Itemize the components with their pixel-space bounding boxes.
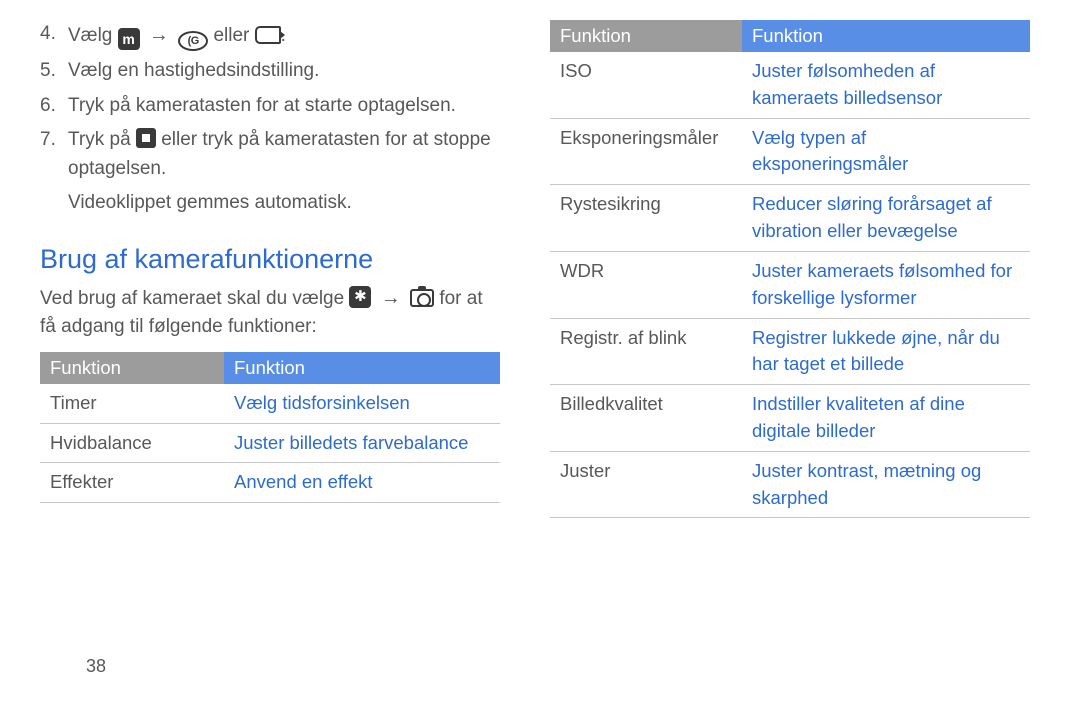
- table-row: WDR Juster kameraets følsomhed for forsk…: [550, 251, 1030, 318]
- func-desc: Juster kameraets følsomhed for forskelli…: [742, 251, 1030, 318]
- step-number: 4.: [40, 20, 68, 51]
- step-4: 4. Vælg m → (G eller .: [40, 20, 500, 51]
- step-5: 5. Vælg en hastighedsindstilling.: [40, 57, 500, 86]
- func-desc: Anvend en effekt: [224, 463, 500, 503]
- step-text: Vælg m → (G eller .: [68, 20, 500, 51]
- table-row: Registr. af blink Registrer lukkede øjne…: [550, 318, 1030, 385]
- func-desc: Juster kontrast, mætning og skarphed: [742, 451, 1030, 518]
- phone-icon: [255, 26, 281, 44]
- page-number: 38: [86, 656, 106, 677]
- step-number: 5.: [40, 57, 68, 86]
- func-desc: Vælg typen af eksponeringsmåler: [742, 118, 1030, 185]
- func-desc: Indstiller kvaliteten af dine digitale b…: [742, 385, 1030, 452]
- step-7: 7. Tryk på eller tryk på kameratasten fo…: [40, 126, 500, 183]
- func-label: WDR: [550, 251, 742, 318]
- right-column: Funktion Funktion ISO Juster følsomheden…: [550, 20, 1030, 518]
- left-column: 4. Vælg m → (G eller . 5. Vælg en hastig…: [40, 20, 500, 518]
- camera-icon: [410, 289, 434, 307]
- table-row: Billedkvalitet Indstiller kvaliteten af …: [550, 385, 1030, 452]
- func-label: Timer: [40, 384, 224, 423]
- func-desc: Juster billedets farvebalance: [224, 423, 500, 463]
- func-label: Billedkvalitet: [550, 385, 742, 452]
- func-label: Registr. af blink: [550, 318, 742, 385]
- function-table-1: Funktion Funktion Timer Vælg tidsforsink…: [40, 352, 500, 503]
- table-row: Hvidbalance Juster billedets farvebalanc…: [40, 423, 500, 463]
- table-header: Funktion: [742, 20, 1030, 52]
- func-label: ISO: [550, 52, 742, 118]
- intro-paragraph: Ved brug af kameraet skal du vælge → for…: [40, 283, 500, 342]
- arrow-icon: →: [381, 287, 401, 309]
- func-desc: Vælg tidsforsinkelsen: [224, 384, 500, 423]
- step-text: Tryk på eller tryk på kameratasten for a…: [68, 126, 500, 183]
- func-label: Hvidbalance: [40, 423, 224, 463]
- step-text: Tryk på kameratasten for at starte optag…: [68, 92, 500, 121]
- table-row: Juster Juster kontrast, mætning og skarp…: [550, 451, 1030, 518]
- func-desc: Registrer lukkede øjne, når du har taget…: [742, 318, 1030, 385]
- page-content: 4. Vælg m → (G eller . 5. Vælg en hastig…: [0, 0, 1080, 518]
- gear-icon: [349, 286, 371, 308]
- func-desc: Juster følsomheden af kameraets billedse…: [742, 52, 1030, 118]
- step-number: 7.: [40, 126, 68, 183]
- table-header: Funktion: [224, 352, 500, 384]
- step-text: Vælg en hastighedsindstilling.: [68, 57, 500, 86]
- arrow-icon: →: [149, 24, 169, 46]
- table-header: Funktion: [550, 20, 742, 52]
- step-6: 6. Tryk på kameratasten for at starte op…: [40, 92, 500, 121]
- cg-icon: (G: [178, 31, 208, 51]
- step-list: 4. Vælg m → (G eller . 5. Vælg en hastig…: [40, 20, 500, 183]
- mode-m-icon: m: [118, 28, 140, 50]
- func-label: Juster: [550, 451, 742, 518]
- table-row: Timer Vælg tidsforsinkelsen: [40, 384, 500, 423]
- section-heading: Brug af kamerafunktionerne: [40, 244, 500, 275]
- table-row: ISO Juster følsomheden af kameraets bill…: [550, 52, 1030, 118]
- table-row: Eksponeringsmåler Vælg typen af eksponer…: [550, 118, 1030, 185]
- function-table-2: Funktion Funktion ISO Juster følsomheden…: [550, 20, 1030, 518]
- stop-icon: [136, 128, 156, 148]
- func-label: Eksponeringsmåler: [550, 118, 742, 185]
- step-number: 6.: [40, 92, 68, 121]
- step-subnote: Videoklippet gemmes automatisk.: [68, 189, 500, 218]
- func-desc: Reducer sløring forårsaget af vibration …: [742, 185, 1030, 252]
- table-header: Funktion: [40, 352, 224, 384]
- func-label: Effekter: [40, 463, 224, 503]
- table-row: Rystesikring Reducer sløring forårsaget …: [550, 185, 1030, 252]
- func-label: Rystesikring: [550, 185, 742, 252]
- table-row: Effekter Anvend en effekt: [40, 463, 500, 503]
